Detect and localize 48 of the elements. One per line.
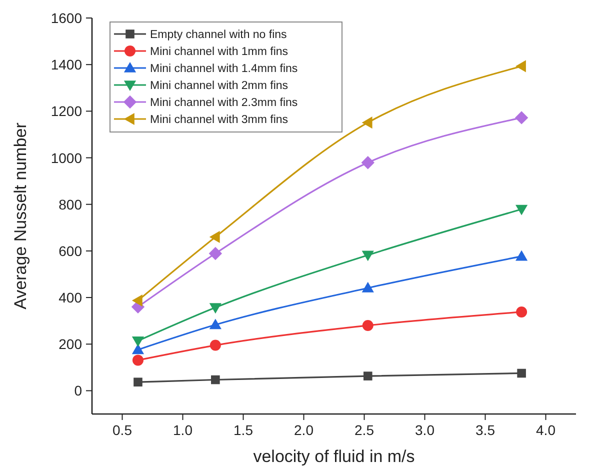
x-tick-label: 1.5 (234, 422, 254, 438)
y-tick-label: 200 (58, 336, 82, 352)
point (132, 294, 142, 307)
point (362, 320, 374, 331)
legend-label: Empty channel with no fins (150, 29, 288, 41)
point (363, 372, 372, 380)
y-tick-label: 800 (58, 196, 82, 212)
point (134, 378, 142, 386)
point (361, 156, 374, 170)
x-tick-label: 0.5 (112, 422, 132, 438)
y-tick-label: 1200 (50, 103, 82, 120)
point (132, 344, 144, 354)
point (514, 111, 528, 124)
point (516, 306, 528, 318)
y-tick-label: 400 (58, 290, 82, 306)
legend-label: Mini channel with 1.4mm fins (150, 63, 298, 75)
y-axis-title: Average Nusselt number (11, 122, 30, 310)
x-tick-label: 2.5 (354, 422, 374, 438)
y-tick-label: 600 (58, 242, 82, 259)
point (132, 354, 144, 366)
point (209, 303, 222, 314)
x-tick-label: 2.0 (294, 422, 314, 438)
x-tick-label: 3.0 (415, 422, 435, 438)
y-tick-label: 1600 (50, 10, 82, 26)
y-tick-label: 0 (74, 382, 82, 399)
point (209, 230, 220, 244)
point (209, 318, 222, 330)
x-tick-label: 1.0 (173, 422, 193, 438)
point (362, 250, 374, 262)
y-tick-label: 1400 (50, 56, 82, 73)
point (132, 336, 144, 347)
x-axis-title: velocity of fluid in m/s (253, 447, 415, 466)
legend-label: Mini channel with 2mm fins (150, 80, 288, 92)
point (210, 340, 221, 351)
legend-label: Mini channel with 2.3mm fins (150, 97, 298, 109)
y-tick-label: 1000 (50, 150, 82, 166)
point (516, 204, 528, 216)
point (517, 368, 526, 378)
x-tick-label: 3.5 (476, 422, 496, 438)
legend-label: Mini channel with 1mm fins (150, 46, 288, 58)
x-tick-label: 4.0 (536, 422, 556, 438)
point (208, 246, 222, 260)
point (516, 60, 526, 72)
point (362, 282, 374, 292)
legend-label: Mini channel with 3mm fins (150, 114, 288, 126)
point (516, 250, 528, 261)
point (211, 375, 220, 384)
point (362, 116, 372, 129)
